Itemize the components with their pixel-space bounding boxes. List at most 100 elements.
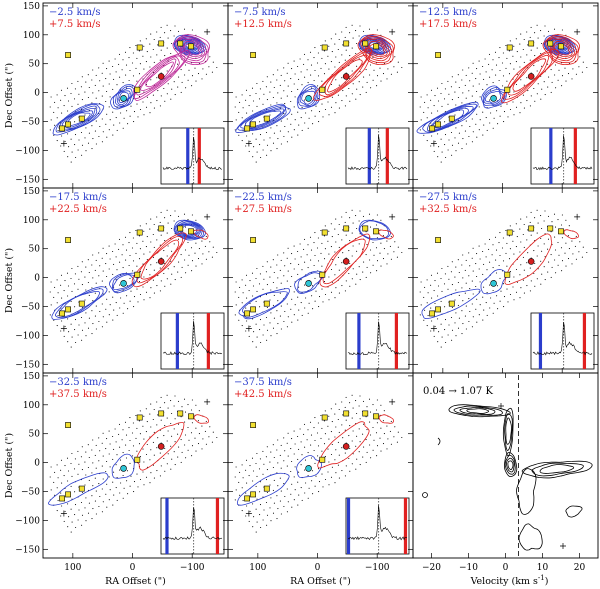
map-panel-6: −27.5 km/s+32.5 km/s [412, 187, 599, 374]
source-square-marker [435, 52, 441, 58]
ra-tick-label: 100 [64, 563, 81, 573]
dec-tick-label: −100 [15, 516, 40, 526]
cross-marker [245, 510, 252, 517]
source-square-marker [158, 40, 165, 47]
source-red-marker [527, 73, 535, 80]
source-square-marker [177, 225, 184, 232]
source-square-marker [506, 44, 513, 51]
inset-spectrum-line [532, 322, 593, 356]
source-square-marker [547, 40, 554, 47]
blue-contours [52, 34, 206, 136]
dec-axis-label: Dec Offset (") [4, 63, 15, 128]
cross-marker [389, 398, 396, 405]
source-square-marker [319, 456, 326, 463]
source-square-marker [504, 86, 511, 93]
source-square-marker [65, 491, 71, 498]
red-velocity-label: +27.5 km/s [234, 204, 292, 215]
dec-tick-label: 150 [23, 187, 40, 197]
blue-contours [238, 219, 391, 320]
dec-axis-label: Dec Offset (") [4, 248, 15, 313]
red-velocity-label: +22.5 km/s [49, 204, 107, 215]
source-red-marker [157, 73, 165, 80]
source-square-marker [134, 86, 141, 93]
red-velocity-label: +7.5 km/s [49, 19, 101, 30]
source-square-marker [528, 225, 535, 232]
dec-tick-label: −100 [15, 146, 40, 156]
blue-contours [421, 269, 507, 319]
source-square-marker [321, 44, 328, 51]
velocity-tick-label: −10 [459, 563, 478, 573]
source-square-marker [362, 410, 369, 417]
pointing-grid [419, 24, 588, 163]
source-square-marker [250, 52, 256, 58]
red-velocity-label: +32.5 km/s [419, 204, 477, 215]
dec-tick-label: −150 [15, 175, 40, 185]
red-contours [312, 34, 396, 101]
map-panel-7: −32.5 km/s+37.5 km/s 150 100 50 0 −50 −100 −150… [4, 372, 229, 587]
source-square-marker [435, 237, 441, 243]
red-contours [131, 229, 209, 288]
source-square-marker [136, 44, 143, 51]
dec-tick-label: 150 [23, 2, 40, 12]
red-velocity-label: +12.5 km/s [234, 19, 292, 30]
map-panel-5: −22.5 km/s+27.5 km/s [227, 187, 414, 374]
source-cyan-marker [305, 95, 312, 102]
inset-spectrum-line [347, 134, 408, 171]
source-square-marker [250, 491, 256, 498]
source-square-marker [506, 229, 513, 236]
dec-tick-label: 100 [23, 31, 40, 41]
source-square-marker [558, 43, 564, 50]
source-square-marker [429, 125, 435, 132]
red-contours [504, 229, 579, 285]
source-cyan-marker [490, 95, 497, 102]
source-square-marker [65, 422, 71, 428]
source-square-marker [59, 495, 65, 502]
source-square-marker [263, 300, 270, 307]
pv-intensity-range-label: 0.04 → 1.07 K [423, 386, 493, 397]
source-square-marker [250, 306, 256, 313]
velocity-tick-label: −20 [422, 563, 441, 573]
source-square-marker [343, 410, 350, 417]
source-square-marker [547, 225, 554, 232]
source-square-marker [134, 456, 141, 463]
source-square-marker [136, 229, 143, 236]
source-square-marker [263, 485, 270, 492]
velocity-axis-label-end: ) [545, 576, 549, 587]
red-contours [317, 414, 395, 469]
source-square-marker [429, 310, 435, 317]
dec-axis-label: Dec Offset (") [4, 433, 15, 498]
blue-contours [236, 455, 322, 506]
cross-marker [60, 510, 67, 517]
red-contours [136, 414, 209, 471]
source-square-marker [65, 306, 71, 313]
cross-marker [60, 140, 67, 147]
map-panel-8: −37.5 km/s+42.5 km/s 100 0 −100 RA Offset ("… [227, 372, 414, 587]
blue-velocity-label: −12.5 km/s [419, 7, 477, 18]
inset-spectrum-line [347, 321, 408, 356]
inset-spectrum-line [162, 137, 223, 170]
source-square-marker [78, 115, 85, 122]
inset-spectrum-line [347, 505, 408, 541]
source-cyan-marker [305, 465, 312, 472]
cross-marker [245, 325, 252, 332]
source-red-marker [342, 258, 350, 265]
source-square-marker [188, 228, 194, 235]
source-red-marker [157, 443, 165, 450]
source-square-marker [558, 228, 564, 235]
velocity-tick-label: 20 [574, 563, 586, 573]
source-square-marker [435, 121, 441, 128]
source-square-marker [373, 413, 379, 420]
cross-marker [560, 543, 566, 549]
ra-axis-label: RA Offset (") [290, 576, 351, 587]
source-square-marker [250, 121, 256, 128]
cross-marker [389, 28, 396, 35]
cross-marker [430, 140, 437, 147]
source-square-marker [136, 414, 143, 421]
source-red-marker [527, 258, 535, 265]
source-square-marker [134, 271, 141, 278]
source-square-marker [59, 310, 65, 317]
blue-contours [51, 219, 206, 320]
inset-spectrum-line [162, 320, 223, 355]
pv-contour-blob [422, 492, 428, 498]
